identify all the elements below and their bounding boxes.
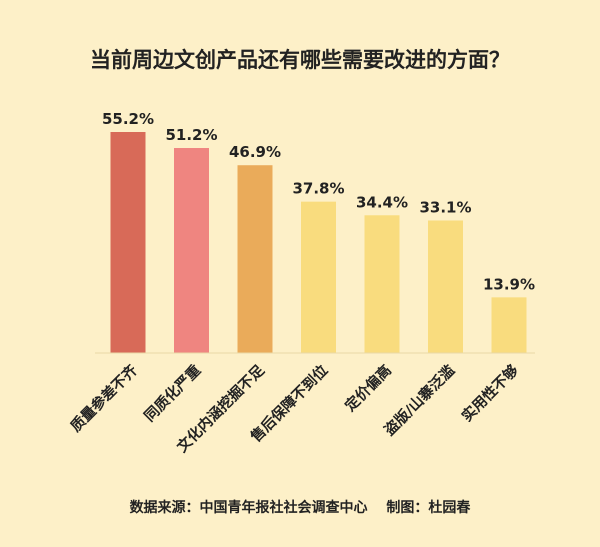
chart-footer: 数据来源：中国青年报社社会调查中心 制图：杜园春	[130, 499, 472, 516]
value-label-6: 13.9%	[483, 275, 535, 293]
value-label-3: 37.8%	[292, 180, 344, 198]
chart-title: 当前周边文创产品还有哪些需要改进的方面？	[90, 48, 510, 72]
bar-3	[301, 201, 336, 353]
category-label-1: 同质化严重	[140, 361, 204, 425]
bar-0	[110, 132, 146, 353]
category-label-6: 实用性不够	[458, 361, 522, 425]
bar-1	[174, 148, 209, 353]
value-label-1: 51.2%	[165, 126, 217, 144]
category-label-0: 质量参差不齐	[67, 361, 142, 436]
value-label-4: 34.4%	[356, 193, 408, 211]
value-label-2: 46.9%	[229, 143, 281, 161]
value-label-0: 55.2%	[102, 110, 154, 128]
category-label-4: 定价偏高	[341, 361, 395, 415]
value-label-5: 33.1%	[419, 198, 471, 216]
bar-2	[237, 165, 273, 353]
bar-4	[364, 215, 400, 353]
bar-5	[428, 220, 463, 353]
bar-6	[491, 297, 527, 353]
